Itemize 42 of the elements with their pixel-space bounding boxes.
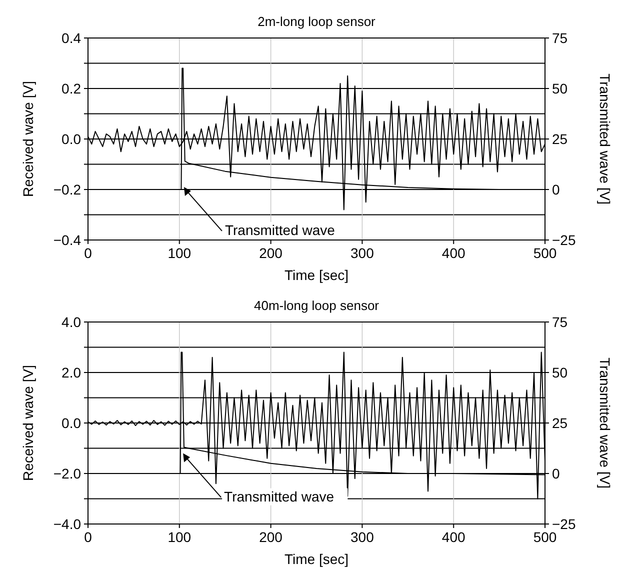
y2-tick-label: −25 <box>552 516 576 532</box>
y2-tick-label: 0 <box>552 465 560 482</box>
y-tick-label: −0.4 <box>53 232 82 248</box>
x-axis-title: Time [sec] <box>284 267 349 283</box>
x-tick-label: 300 <box>350 245 374 261</box>
y-axis-title: Received wave [V] <box>20 81 36 197</box>
y-tick-label: 4.0 <box>62 314 82 330</box>
y2-tick-label: 75 <box>552 314 568 330</box>
y2-tick-label: 0 <box>552 181 560 198</box>
x-tick-label: 400 <box>442 245 466 261</box>
y-tick-label: 0.2 <box>62 80 82 96</box>
y-tick-label: 0.4 <box>62 30 82 46</box>
x-tick-label: 200 <box>259 245 283 261</box>
y-tick-label: 0.0 <box>62 414 82 431</box>
y-tick-label: 0.0 <box>62 130 82 147</box>
y2-tick-label: 25 <box>552 130 568 147</box>
y-axis-title: Received wave [V] <box>20 365 36 481</box>
annotation: Transmitted wave <box>224 222 336 238</box>
y2-axis-title: Transmitted wave [V] <box>597 358 613 488</box>
y2-tick-label: 50 <box>552 80 568 96</box>
x-tick-label: 400 <box>442 529 466 545</box>
y2-tick-label: 50 <box>552 364 568 380</box>
x-tick-label: 0 <box>84 529 92 545</box>
y2-tick-label: 75 <box>552 30 568 46</box>
x-tick-label: 300 <box>350 529 374 545</box>
x-tick-label: 500 <box>533 245 557 261</box>
x-tick-label: 100 <box>168 245 192 261</box>
annotation: Transmitted wave <box>224 488 334 504</box>
x-axis-title: Time [sec] <box>284 551 349 567</box>
x-tick-label: 0 <box>84 245 92 261</box>
chart-title: 2m-long loop sensor <box>258 14 376 29</box>
x-tick-label: 500 <box>533 529 557 545</box>
y2-tick-label: 25 <box>552 414 568 431</box>
y-tick-label: −0.2 <box>53 181 82 198</box>
chart-title: 40m-long loop sensor <box>254 298 380 313</box>
y-tick-label: −2.0 <box>53 465 82 482</box>
y2-axis-title: Transmitted wave [V] <box>597 74 613 204</box>
y2-tick-label: −25 <box>552 232 576 248</box>
x-tick-label: 200 <box>259 529 283 545</box>
y-tick-label: −4.0 <box>53 516 82 532</box>
x-tick-label: 100 <box>168 529 192 545</box>
y-tick-label: 2.0 <box>62 364 82 380</box>
